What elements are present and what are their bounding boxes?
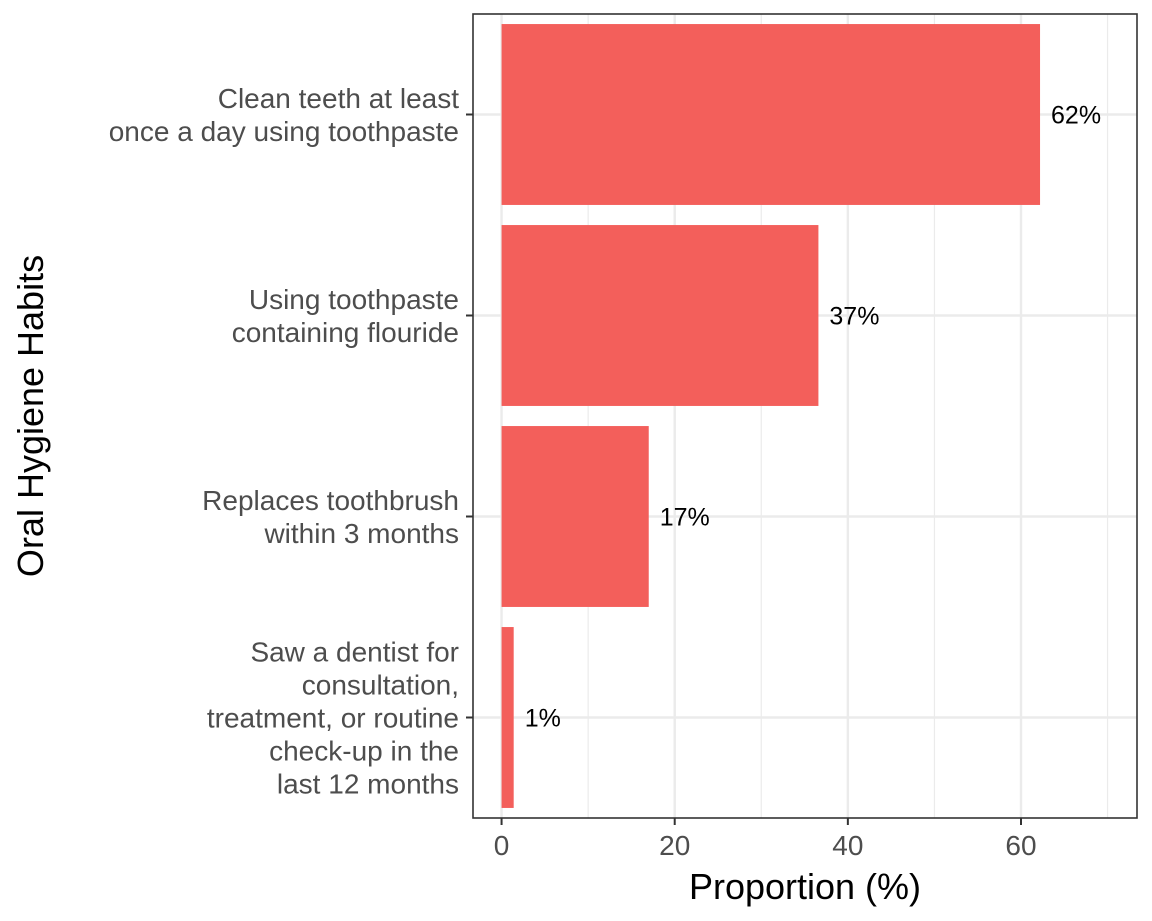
- data-label: 1%: [525, 705, 561, 733]
- x-tick-label: 20: [659, 830, 690, 861]
- y-tick-label: treatment, or routine: [207, 703, 459, 734]
- data-label: 62%: [1051, 102, 1101, 130]
- y-axis-title: Oral Hygiene Habits: [10, 255, 51, 577]
- x-axis: 0 20 40 60: [494, 818, 1037, 861]
- y-tick-label: Clean teeth at least: [218, 83, 459, 114]
- x-tick-label: 0: [494, 830, 510, 861]
- bar: [501, 627, 514, 808]
- y-tick-label: once a day using toothpaste: [109, 116, 459, 147]
- x-axis-title: Proportion (%): [689, 866, 921, 907]
- bar: [501, 225, 819, 406]
- y-tick-label: Saw a dentist for: [250, 637, 459, 668]
- y-tick-label: last 12 months: [277, 769, 459, 800]
- data-label: 37%: [829, 303, 879, 331]
- bars: [501, 24, 1041, 808]
- data-labels: 62% 37% 17% 1%: [525, 102, 1101, 733]
- panel-border: [472, 13, 1138, 819]
- y-tick-label: check-up in the: [269, 736, 459, 767]
- bar: [501, 24, 1041, 205]
- y-tick-label: Using toothpaste: [249, 284, 459, 315]
- y-tick-label: consultation,: [302, 670, 459, 701]
- data-label: 17%: [660, 504, 710, 532]
- y-tick-label: containing flouride: [232, 317, 459, 348]
- x-tick-label: 60: [1005, 830, 1036, 861]
- y-tick-label: within 3 months: [263, 518, 459, 549]
- y-tick-label: Replaces toothbrush: [202, 485, 459, 516]
- bar: [501, 426, 649, 607]
- x-tick-label: 40: [832, 830, 863, 861]
